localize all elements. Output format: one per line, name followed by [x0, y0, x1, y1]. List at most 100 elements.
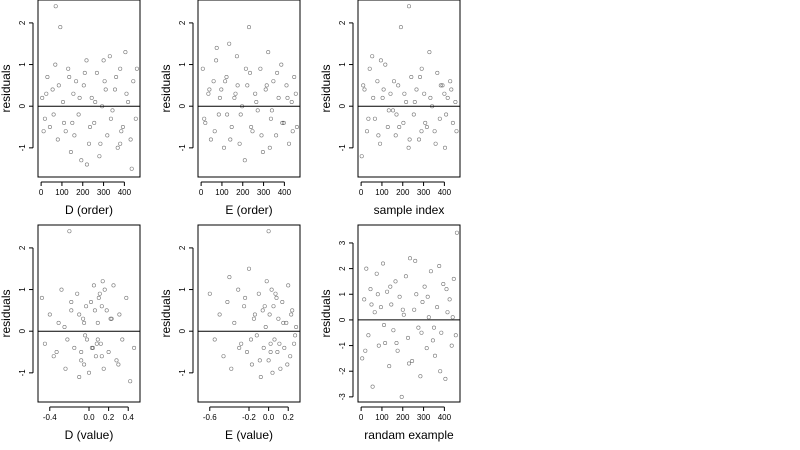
data-point [428, 269, 433, 274]
data-point [99, 304, 104, 309]
data-point [285, 95, 290, 100]
y-tick-label: 0 [178, 328, 187, 333]
data-point [249, 125, 254, 130]
data-point [79, 358, 84, 363]
data-point [252, 312, 257, 317]
data-point [132, 345, 137, 350]
data-point [74, 79, 79, 84]
data-point [56, 320, 61, 325]
data-point [235, 83, 240, 88]
data-point [274, 133, 279, 138]
data-point [427, 50, 432, 55]
data-point [389, 302, 394, 307]
data-point [82, 320, 87, 325]
x-tick-label: 200 [76, 188, 90, 197]
data-points [360, 230, 459, 399]
data-point [114, 358, 119, 363]
data-point [113, 87, 118, 92]
data-point [134, 66, 139, 71]
data-point [92, 120, 97, 125]
data-point [128, 379, 133, 384]
data-point [119, 129, 124, 134]
data-point [388, 91, 393, 96]
data-point [131, 79, 136, 84]
x-tick-label: 200 [396, 413, 410, 422]
y-axis-title: residuals [159, 289, 173, 337]
data-point [225, 112, 230, 117]
data-point [282, 345, 287, 350]
data-point [266, 229, 271, 234]
x-tick-label: 400 [278, 188, 292, 197]
data-point [118, 141, 123, 146]
data-point [53, 62, 58, 67]
data-point [248, 70, 253, 75]
data-point [219, 87, 224, 92]
data-point [123, 50, 128, 55]
data-point [268, 349, 273, 354]
data-point [385, 289, 390, 294]
data-point [406, 361, 411, 366]
data-point [91, 283, 96, 288]
data-point [61, 120, 66, 125]
data-point [256, 291, 261, 296]
data-point [94, 341, 99, 346]
data-point [416, 325, 421, 330]
x-tick-label: 0.0 [263, 413, 275, 422]
data-point [381, 87, 386, 92]
data-point [208, 137, 213, 142]
data-point [255, 108, 260, 113]
data-point [286, 283, 291, 288]
data-point [102, 287, 107, 292]
data-point [97, 154, 102, 159]
data-point [72, 133, 77, 138]
data-point [225, 299, 230, 304]
data-point [245, 349, 250, 354]
data-point [423, 120, 428, 125]
data-point [371, 95, 376, 100]
data-point [424, 346, 429, 351]
data-point [245, 83, 250, 88]
data-point [124, 91, 129, 96]
data-point [454, 230, 459, 235]
scatter-panel-4: -0.4 0.0 0.2 0.4 -1 0 1 2 D (value) residuals [0, 224, 141, 442]
data-point [428, 95, 433, 100]
data-point [88, 125, 93, 130]
data-points [207, 229, 299, 379]
data-point [416, 137, 421, 142]
data-point [264, 83, 269, 88]
data-point [81, 83, 86, 88]
data-point [65, 337, 70, 342]
data-point [374, 271, 379, 276]
data-point [109, 316, 114, 321]
data-point [401, 312, 406, 317]
data-point [364, 266, 369, 271]
data-point [82, 70, 87, 75]
data-point [133, 116, 138, 121]
data-point [453, 333, 458, 338]
data-point [47, 125, 52, 130]
data-point [69, 299, 74, 304]
data-point [104, 308, 109, 313]
data-point [398, 25, 403, 30]
data-point [435, 305, 440, 310]
data-point [251, 316, 256, 321]
data-point [247, 25, 252, 30]
data-point [103, 87, 108, 92]
plot-frame [357, 0, 461, 178]
x-tick-label: 0.4 [123, 413, 135, 422]
data-point [399, 394, 404, 399]
data-point [67, 75, 72, 80]
data-point [362, 297, 367, 302]
data-point [228, 137, 233, 142]
data-point [445, 95, 450, 100]
scatter-panel-1: 0 100 200 300 400 -1 0 1 2 D (order) residuals [0, 0, 141, 217]
data-point [419, 129, 424, 134]
data-point [263, 87, 268, 92]
x-tick-label: 300 [97, 188, 111, 197]
data-point [120, 337, 125, 342]
data-point [222, 145, 227, 150]
x-tick-label: 300 [417, 188, 431, 197]
data-point [378, 141, 383, 146]
data-point [114, 75, 119, 80]
data-point [385, 125, 390, 130]
